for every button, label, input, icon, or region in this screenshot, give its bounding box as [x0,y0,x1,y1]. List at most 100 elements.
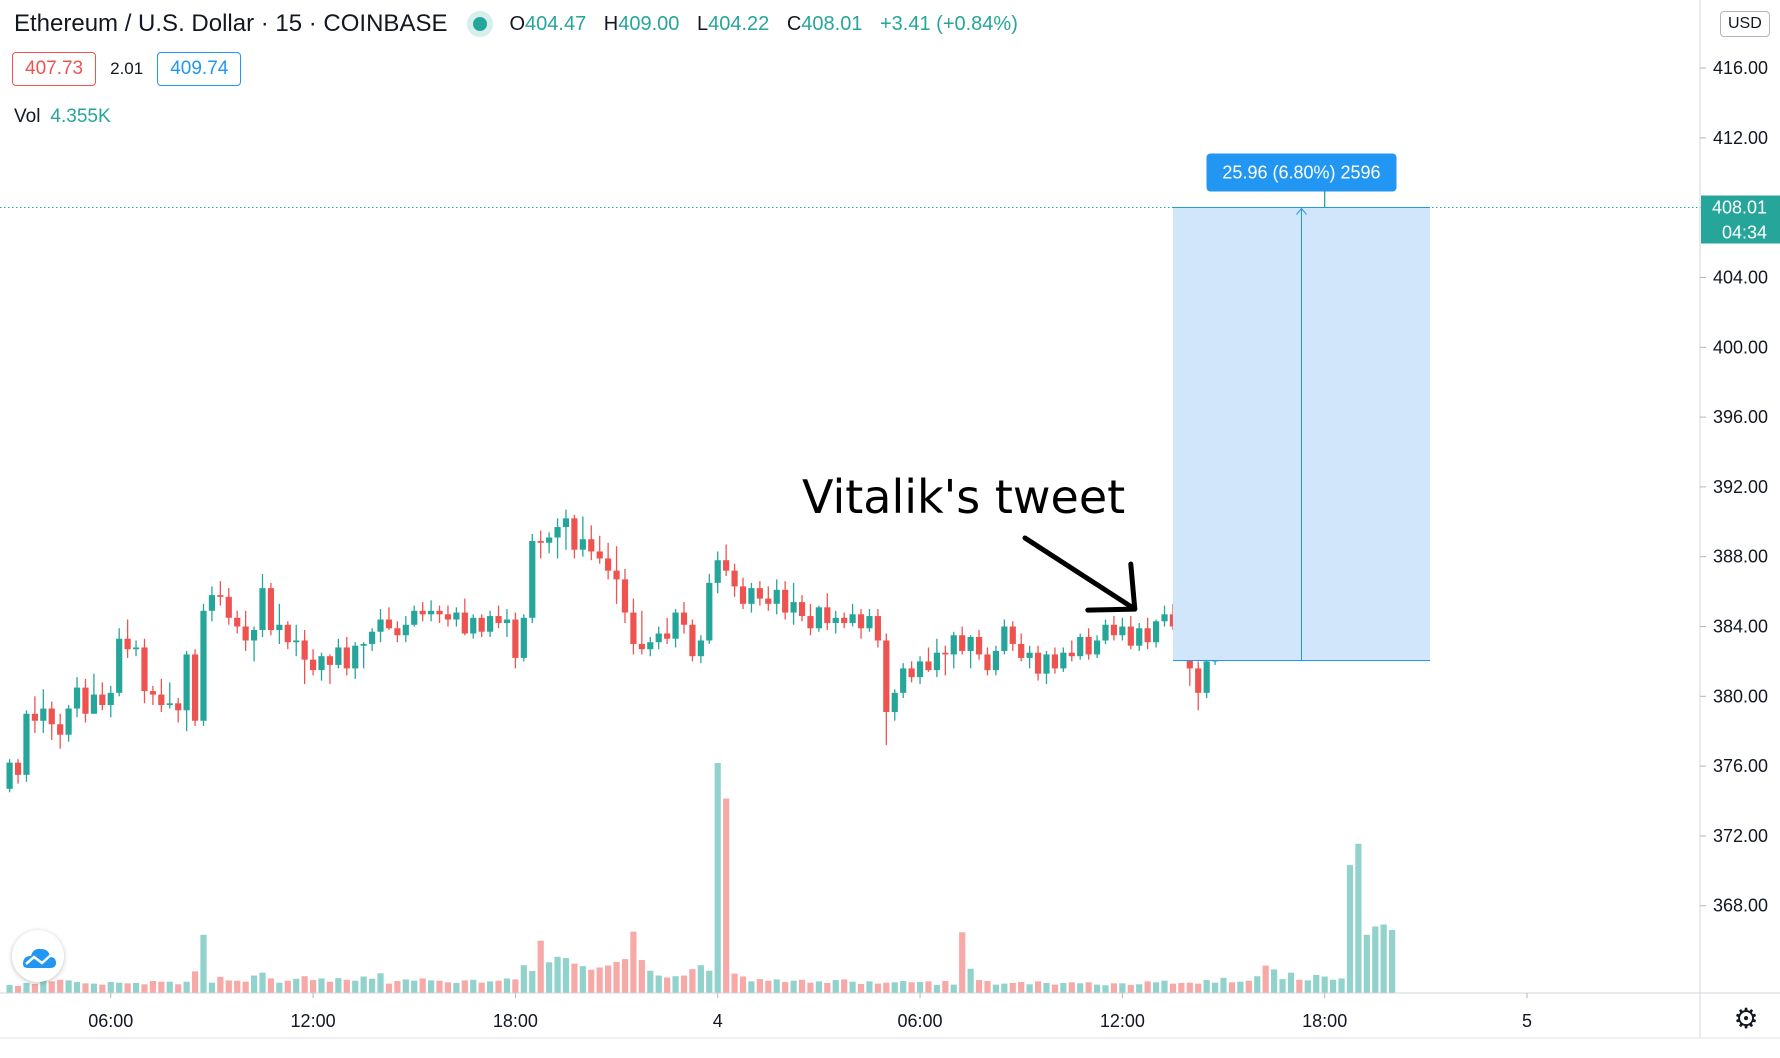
candle [739,577,747,610]
volume-bar [841,979,848,993]
volume-bar [765,980,772,993]
candle [883,633,890,746]
candle [975,630,983,660]
candle [1018,633,1025,662]
volume-bar [967,968,974,993]
volume-bar [950,984,957,993]
volume-bar [394,981,401,993]
candle [436,605,443,624]
volume-bar [385,983,393,993]
volume-bar [250,975,258,993]
candle [571,514,578,559]
candle [402,616,409,643]
candle-body [166,703,173,706]
candle [175,698,182,723]
candle [1093,635,1101,658]
measure-arrow-head [1296,207,1307,215]
candle [99,682,106,711]
volume-bar [1296,979,1303,993]
candle-body [765,598,772,604]
volume-bar [1389,930,1396,993]
candle-body [217,595,224,597]
volume-bar [335,978,342,993]
high-label: H [603,12,619,35]
candle-body [967,636,974,651]
candle [200,603,207,726]
candle [478,614,485,637]
symbol-title[interactable]: Ethereum / U.S. Dollar · 15 · COINBASE [14,10,448,37]
buy-price-button[interactable]: 409.74 [157,52,242,86]
volume-bar [158,981,165,993]
volume-bar [756,979,763,993]
candle [1060,647,1067,672]
volume-bar [1380,924,1387,993]
tradingview-logo-icon[interactable] [12,930,64,982]
volume-bar [883,982,890,993]
candle-body [655,633,662,643]
candle-body [368,631,376,644]
countdown-label: 04:34 [1722,223,1767,243]
volume-bar [680,975,688,993]
currency-button[interactable]: USD [1720,11,1770,37]
candle-body [1018,643,1025,658]
volume-bar [1085,982,1092,993]
candle [217,581,224,606]
volume-bar [1195,983,1202,993]
candle [672,609,679,648]
measure-label-box [1206,153,1397,192]
volume-bar [1034,981,1042,993]
volume-bar [689,969,696,993]
candle-body [343,647,350,669]
volume-bar [208,982,216,993]
volume-bar [217,976,224,993]
candle-body [613,570,620,580]
candle-body [562,518,570,528]
candle [48,701,55,740]
candle-body [815,607,822,629]
volume-bar [697,965,704,993]
candle-body [714,560,721,583]
candle-body [672,612,679,639]
candle-body [773,589,780,604]
volume-bar [1211,982,1219,993]
candle [554,518,561,559]
candle-body [276,624,283,631]
price-range-measure[interactable]: 25.96 (6.80%) 2596 [1172,153,1431,662]
market-status-icon[interactable] [473,17,488,31]
candle [250,626,258,662]
candle-body [579,539,586,550]
candle-body [40,708,47,721]
candle [596,535,603,564]
volume-bar [360,976,367,993]
candle-body [950,635,957,655]
sell-price-button[interactable]: 407.73 [12,52,97,86]
candle-body [132,647,140,650]
volume-bar [276,982,283,993]
candle [242,610,249,651]
candle [183,650,190,732]
time-tick-label: 12:00 [291,1011,336,1031]
volume-bar [1304,980,1311,993]
candle-body [1043,654,1050,674]
price-tick-label: 372.00 [1713,826,1768,846]
candle-body [1119,626,1126,636]
gear-icon[interactable]: ⚙ [1733,1003,1759,1034]
candle-body [191,654,199,721]
volume-bar [571,963,578,993]
volume-bar [798,979,806,993]
candle [385,607,393,631]
candle-body [107,692,114,706]
candle-body [647,642,654,650]
candle-body [588,539,595,552]
candle-body [428,610,435,615]
candle [605,542,612,580]
volume-bar [318,978,325,993]
volume-bar [1068,982,1075,993]
candle [419,602,426,622]
volume-bar [1043,982,1050,993]
candle [82,678,89,723]
volume-bar [706,970,713,993]
candle-body [23,713,30,775]
